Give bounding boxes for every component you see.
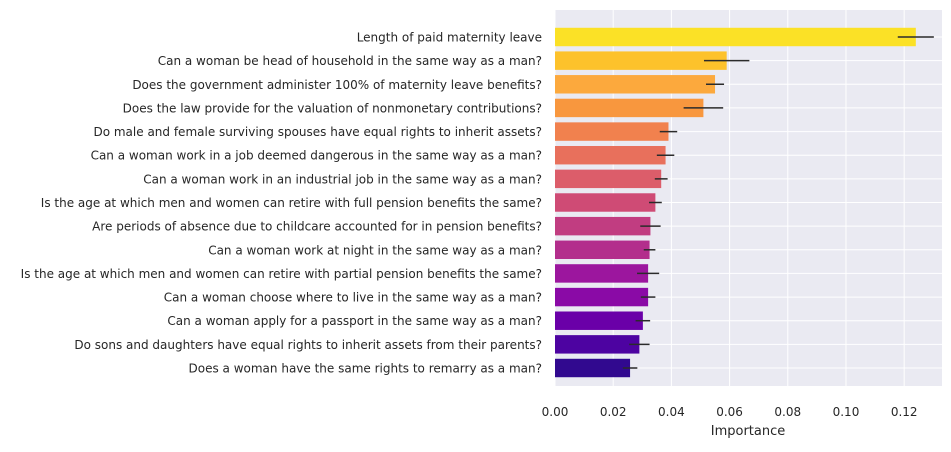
bar bbox=[555, 216, 651, 236]
x-tick-labels: 0.00 0.02 0.04 0.06 0.08 0.10 0.12 bbox=[542, 405, 918, 419]
bar bbox=[555, 358, 631, 378]
category-label: Do sons and daughters have equal rights … bbox=[74, 338, 542, 352]
bar bbox=[555, 240, 650, 260]
bar bbox=[555, 193, 656, 212]
category-label: Does the law provide for the valuation o… bbox=[123, 101, 542, 115]
category-label: Can a woman be head of household in the … bbox=[158, 54, 542, 68]
x-tick-label: 0.12 bbox=[891, 405, 918, 419]
bar bbox=[555, 145, 666, 165]
category-label: Length of paid maternity leave bbox=[357, 31, 542, 45]
bar bbox=[555, 98, 704, 118]
bar bbox=[555, 311, 643, 330]
bar bbox=[555, 27, 916, 47]
x-axis-label: Importance bbox=[711, 424, 786, 439]
category-label: Can a woman choose where to live in the … bbox=[164, 291, 542, 305]
category-label: Can a woman work in an industrial job in… bbox=[143, 172, 542, 186]
bar bbox=[555, 75, 716, 94]
category-label: Is the age at which men and women can re… bbox=[41, 196, 542, 210]
category-label: Are periods of absence due to childcare … bbox=[92, 220, 542, 234]
bar bbox=[555, 264, 649, 283]
bar bbox=[555, 335, 640, 354]
x-tick-label: 0.08 bbox=[774, 405, 801, 419]
bars bbox=[555, 27, 916, 378]
x-tick-label: 0.02 bbox=[600, 405, 627, 419]
category-label: Can a woman work at night in the same wa… bbox=[208, 243, 542, 257]
x-tick-label: 0.04 bbox=[658, 405, 685, 419]
x-tick-label: 0.10 bbox=[833, 405, 860, 419]
x-tick-label: 0.06 bbox=[716, 405, 743, 419]
category-label: Does a woman have the same rights to rem… bbox=[189, 362, 542, 376]
category-label: Can a woman work in a job deemed dangero… bbox=[91, 149, 542, 163]
bar bbox=[555, 51, 727, 70]
category-label: Do male and female surviving spouses hav… bbox=[93, 125, 542, 139]
bar bbox=[555, 169, 662, 189]
bar bbox=[555, 287, 649, 307]
category-label: Is the age at which men and women can re… bbox=[21, 267, 542, 281]
category-labels: Length of paid maternity leave Can a woma… bbox=[21, 31, 542, 376]
category-label: Can a woman apply for a passport in the … bbox=[167, 314, 542, 328]
x-tick-label: 0.00 bbox=[542, 405, 569, 419]
bar bbox=[555, 122, 669, 141]
error-bars bbox=[622, 36, 934, 369]
category-label: Does the government administer 100% of m… bbox=[132, 78, 542, 92]
